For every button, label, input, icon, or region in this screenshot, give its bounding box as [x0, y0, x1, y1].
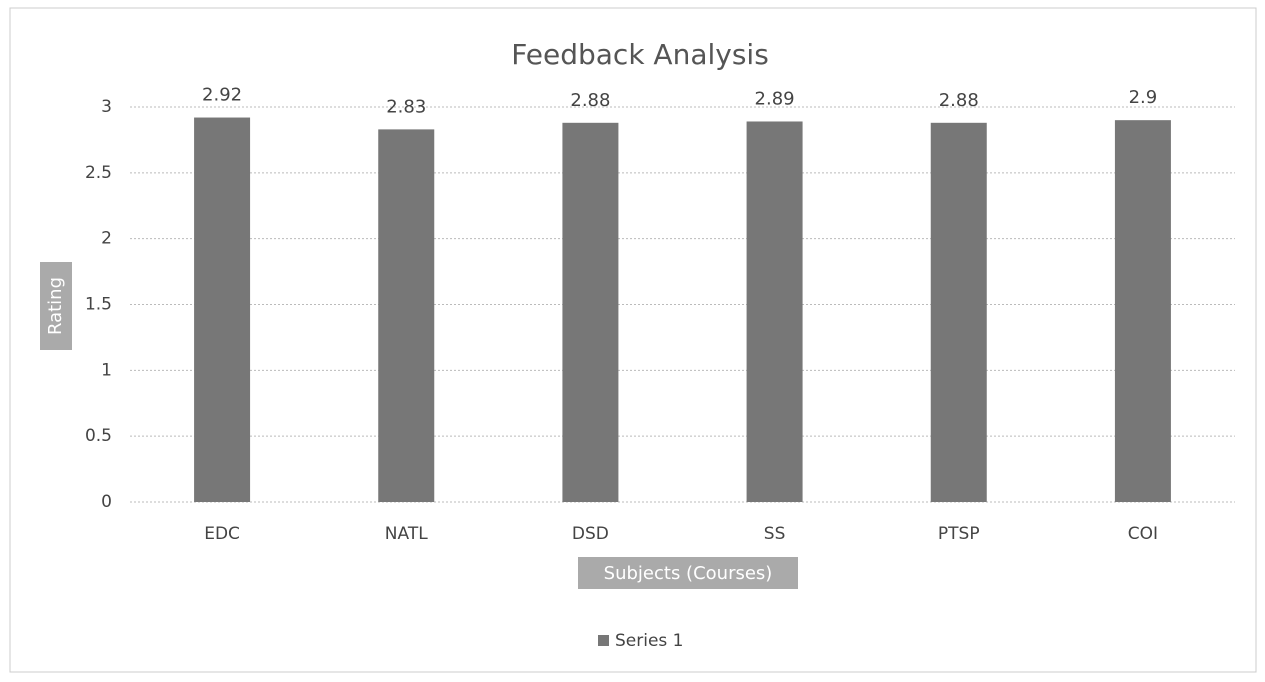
- y-axis-title: Rating: [45, 277, 66, 335]
- bar: [378, 129, 435, 502]
- y-tick-label: 0.5: [85, 426, 112, 446]
- x-tick-label: PTSP: [938, 524, 980, 544]
- x-axis-title: Subjects (Courses): [604, 563, 773, 584]
- bar: [930, 122, 987, 503]
- value-label: 2.9: [1129, 87, 1158, 108]
- value-label: 2.89: [755, 88, 795, 109]
- bar: [746, 121, 803, 502]
- y-tick-label: 2.5: [85, 163, 112, 183]
- x-tick-label: NATL: [385, 524, 428, 544]
- chart-title: Feedback Analysis: [511, 38, 769, 71]
- y-tick-label: 1.5: [85, 295, 112, 315]
- y-tick-label: 2: [101, 229, 112, 249]
- x-tick-label: COI: [1128, 524, 1158, 544]
- x-tick-label: SS: [764, 524, 786, 544]
- value-label: 2.83: [386, 96, 426, 117]
- y-tick-label: 1: [101, 360, 112, 380]
- value-label: 2.88: [939, 90, 979, 111]
- bar: [1114, 120, 1171, 503]
- bar: [562, 122, 619, 503]
- y-axis-title-bg: [40, 262, 72, 350]
- x-axis-title-bg: [578, 557, 798, 589]
- value-label: 2.92: [202, 85, 242, 106]
- value-label: 2.88: [570, 90, 610, 111]
- bar: [194, 117, 251, 503]
- x-tick-label: EDC: [204, 524, 240, 544]
- y-tick-label: 0: [101, 492, 112, 512]
- y-tick-label: 3: [101, 97, 112, 117]
- legend-swatch: [598, 635, 609, 646]
- x-tick-label: DSD: [572, 524, 609, 544]
- legend-label: Series 1: [615, 631, 684, 651]
